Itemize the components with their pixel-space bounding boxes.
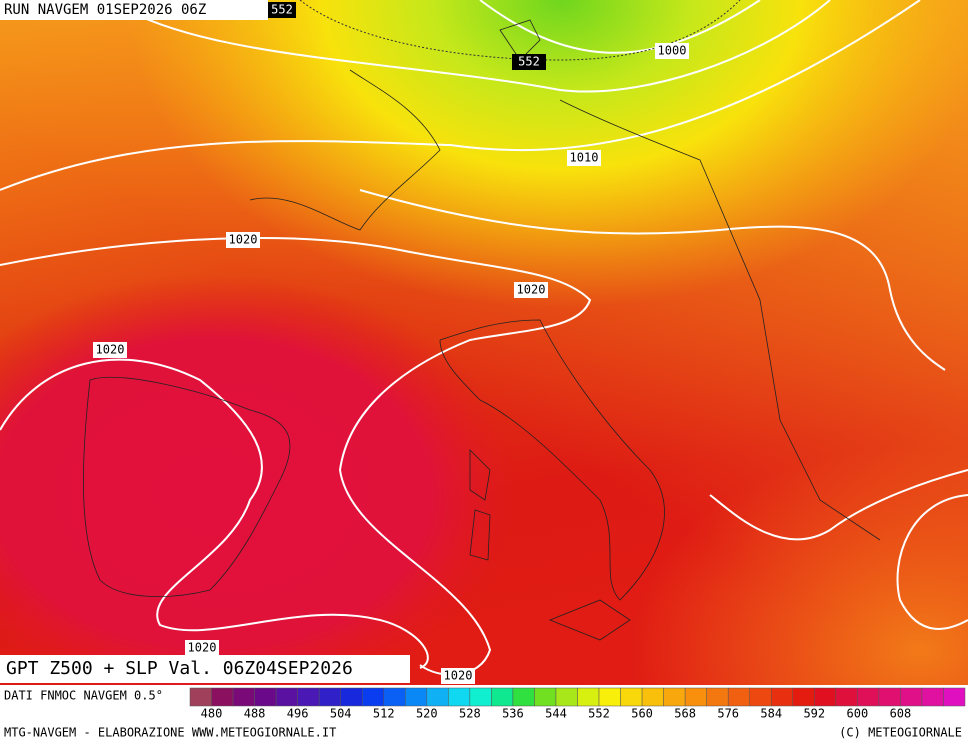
contour-label: 1000: [658, 44, 687, 58]
coastlines: [83, 19, 881, 641]
colorbar-swatch: [189, 687, 212, 707]
contour-552: [299, 0, 741, 61]
colorbar-label: 528: [459, 707, 481, 721]
contour-label: 1020: [96, 343, 125, 357]
colorbar-label: 488: [244, 707, 266, 721]
contour-label-bg: [226, 232, 260, 248]
colorbar-label: 520: [416, 707, 438, 721]
contour-label-bg: [567, 150, 601, 166]
colorbar-swatch: [512, 687, 535, 707]
colorbar-swatch: [211, 687, 234, 707]
colorbar-swatch: [361, 687, 385, 707]
colorbar-swatch: [254, 687, 277, 707]
colorbar-swatch: [297, 687, 320, 707]
contour-label-bg: [441, 668, 475, 684]
colorbar-swatch: [620, 687, 643, 707]
contour-label: 1020: [188, 641, 217, 655]
colorbar-swatch: [491, 687, 514, 707]
colorbar-swatch: [792, 687, 815, 707]
contour-label: 1020: [444, 669, 473, 683]
colorbar-label: 576: [717, 707, 739, 721]
colorbar-swatch: [340, 687, 363, 707]
colorbar-label: 512: [373, 707, 395, 721]
contour-label-bg: [512, 54, 546, 70]
isobar: [0, 358, 429, 669]
colorbar-swatch: [663, 687, 686, 707]
colorbar-swatch: [727, 687, 750, 707]
colorbar-label: 552: [588, 707, 610, 721]
colorbar-label: 560: [631, 707, 653, 721]
contour-label-bg: [514, 282, 548, 298]
colorbar-swatch: [426, 687, 449, 707]
contour-label-bg: [185, 640, 219, 656]
contour-label: 1020: [517, 283, 546, 297]
contour-label: 1020: [229, 233, 258, 247]
colorbar-swatch: [684, 687, 707, 707]
colorbar-swatch: [577, 687, 600, 707]
contour-label: 1010: [570, 151, 599, 165]
colorbar-swatch: [469, 687, 492, 707]
title: GPT Z500 + SLP Val. 06Z04SEP2026: [6, 658, 353, 679]
colorbar-label: 480: [201, 707, 223, 721]
colorbar: 480 488 496 504 512 520 528 536 544 552 560 568 576 5…: [189, 687, 966, 721]
contour-label-bg: [655, 43, 689, 59]
colorbar-label: 592: [803, 707, 825, 721]
colorbar-label: 496: [287, 707, 309, 721]
badge-bg: [268, 2, 296, 18]
colorbar-swatch: [275, 687, 298, 707]
isobar: [896, 494, 968, 630]
colorbar-swatch: [900, 687, 923, 707]
run-label: RUN NAVGEM 01SEP2026 06Z: [4, 2, 206, 18]
colorbar-swatch: [383, 687, 406, 707]
colorbar-label: 504: [330, 707, 352, 721]
colorbar-swatch: [706, 687, 729, 707]
isobar: [479, 0, 761, 54]
colorbar-label: 600: [847, 707, 869, 721]
header-bg: [0, 0, 268, 20]
colorbar-swatch: [943, 687, 966, 707]
colorbar-swatch: [448, 687, 471, 707]
source: DATI FNMOC NAVGEM 0.5°: [4, 689, 163, 703]
isobar: [0, 237, 592, 676]
isobar: [359, 189, 946, 371]
credit-left: MTG-NAVGEM - ELABORAZIONE WWW.METEOGIORN…: [4, 726, 336, 740]
colorbar-swatch: [598, 687, 621, 707]
isobar: [109, 0, 831, 93]
badge: 552: [271, 3, 293, 17]
colorbar-swatch: [534, 687, 557, 707]
colorbar-label: 584: [760, 707, 782, 721]
colorbar-swatch: [814, 687, 837, 707]
credit-right: (C) METEOGIORNALE: [839, 726, 962, 740]
contour-label-bg: [93, 342, 127, 358]
colorbar-label: 608: [890, 707, 912, 721]
colorbar-swatch: [878, 687, 901, 707]
colorbar-swatch: [857, 687, 880, 707]
title-bg: [0, 655, 410, 683]
isobar: [709, 469, 968, 541]
colorbar-label: 568: [674, 707, 696, 721]
colorbar-swatch: [641, 687, 664, 707]
field: [0, 0, 968, 685]
colorbar-label: 544: [545, 707, 567, 721]
colorbar-swatch: [232, 687, 255, 707]
isobar: [0, 0, 921, 191]
contour-label-group: 1000 552 1010 1020 1020 1020 1020 1020: [93, 43, 689, 684]
colorbar-swatch: [771, 687, 794, 707]
colorbar-swatch: [555, 687, 578, 707]
isobars: [0, 0, 968, 675]
colorbar-label: 536: [502, 707, 524, 721]
colorbar-swatch: [318, 687, 341, 707]
colorbar-swatch: [921, 687, 944, 707]
colorbar-swatch: [749, 687, 772, 707]
contour-label: 552: [518, 55, 540, 69]
colorbar-swatch: [835, 687, 858, 707]
colorbar-swatch: [405, 687, 428, 707]
